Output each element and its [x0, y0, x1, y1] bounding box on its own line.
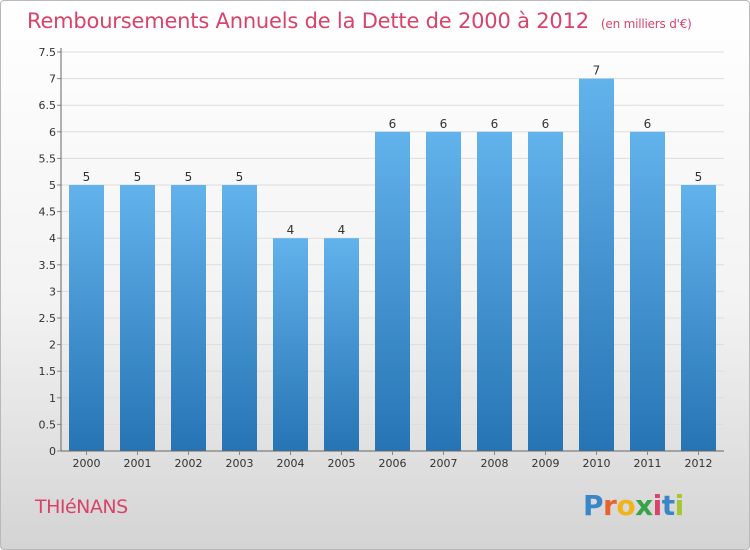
y-tick-label: 0.5	[39, 418, 57, 431]
bar-2012	[681, 185, 716, 451]
x-tick-label: 2003	[226, 457, 254, 470]
bar-2002	[171, 185, 206, 451]
logo-letter: o	[616, 489, 636, 522]
bar-value-label: 6	[644, 117, 652, 131]
y-tick-label: 6.5	[39, 99, 57, 112]
chart-title-text: Remboursements Annuels de la Dette de 20…	[27, 9, 589, 33]
x-tick-label: 2006	[379, 457, 407, 470]
bar-value-label: 5	[83, 170, 91, 184]
logo-letter: i	[652, 489, 663, 522]
bar-value-label: 7	[593, 64, 601, 78]
bar-value-label: 5	[695, 170, 703, 184]
x-tick-label: 2011	[634, 457, 662, 470]
bar-value-label: 4	[287, 223, 295, 237]
commune-name: THIéNANS	[35, 496, 128, 518]
x-tick-label: 2000	[73, 457, 101, 470]
chart-title: Remboursements Annuels de la Dette de 20…	[27, 9, 692, 33]
y-tick-label: 1	[49, 392, 56, 405]
bar-2000	[69, 185, 104, 451]
bar-2004	[273, 238, 308, 451]
x-tick-label: 2007	[430, 457, 458, 470]
y-tick-label: 3	[49, 285, 56, 298]
bar-value-label: 5	[134, 170, 142, 184]
bar-2005	[324, 238, 359, 451]
y-tick-label: 5.5	[39, 152, 57, 165]
x-tick-label: 2012	[685, 457, 713, 470]
logo-letter: r	[603, 489, 617, 522]
chart-unit: (en milliers d'€)	[600, 17, 692, 31]
bar-value-label: 5	[185, 170, 193, 184]
y-tick-label: 0	[49, 445, 56, 458]
logo-letter: x	[635, 489, 653, 522]
bar-value-label: 6	[491, 117, 499, 131]
x-tick-label: 2009	[532, 457, 560, 470]
bar-value-label: 6	[440, 117, 448, 131]
bar-2003	[222, 185, 257, 451]
bar-2011	[630, 131, 665, 452]
x-tick-label: 2004	[277, 457, 305, 470]
y-tick-label: 5	[49, 179, 56, 192]
bar-2001	[120, 185, 155, 451]
y-tick-label: 6	[49, 126, 56, 139]
bar-2008	[477, 131, 512, 452]
y-tick-label: 3.5	[39, 259, 57, 272]
y-tick-label: 2	[49, 339, 56, 352]
y-tick-label: 4	[49, 232, 56, 245]
y-tick-label: 1.5	[39, 365, 57, 378]
logo-letter: i	[674, 489, 685, 522]
x-tick-label: 2010	[583, 457, 611, 470]
x-tick-label: 2008	[481, 457, 509, 470]
logo-letter: P	[583, 489, 604, 522]
x-tick-label: 2005	[328, 457, 356, 470]
bar-value-label: 4	[338, 223, 346, 237]
x-tick-label: 2002	[175, 457, 203, 470]
y-tick-label: 2.5	[39, 312, 57, 325]
y-tick-label: 7	[49, 73, 56, 86]
bar-value-label: 6	[542, 117, 550, 131]
bar-2006	[375, 131, 410, 452]
proxiti-logo: Proxiti	[583, 489, 684, 522]
bar-2007	[426, 131, 461, 452]
bar-value-label: 6	[389, 117, 397, 131]
x-tick-label: 2001	[124, 457, 152, 470]
bar-2009	[528, 131, 563, 452]
logo-letter: t	[661, 489, 675, 522]
bar-2010	[579, 78, 614, 451]
bar-value-label: 5	[236, 170, 244, 184]
y-tick-label: 4.5	[39, 206, 57, 219]
y-tick-label: 7.5	[39, 46, 57, 59]
